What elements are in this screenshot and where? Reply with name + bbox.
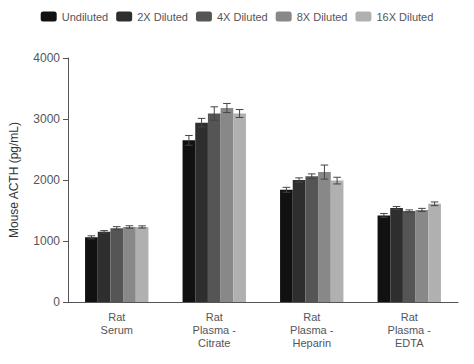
svg-text:8X Diluted: 8X Diluted [297,11,348,23]
svg-text:2000: 2000 [33,173,60,187]
svg-text:Mouse ACTH (pg/mL): Mouse ACTH (pg/mL) [7,122,21,238]
svg-text:Heparin: Heparin [292,337,331,349]
svg-text:EDTA: EDTA [395,337,424,349]
svg-text:Undiluted: Undiluted [62,11,108,23]
svg-text:Plasma -: Plasma - [388,324,432,336]
svg-text:0: 0 [53,295,60,309]
svg-text:Plasma -: Plasma - [290,324,334,336]
svg-text:Plasma -: Plasma - [193,324,237,336]
svg-text:Rat: Rat [303,311,320,323]
svg-text:Rat: Rat [108,311,125,323]
svg-text:2X Diluted: 2X Diluted [137,11,188,23]
svg-text:Rat: Rat [401,311,418,323]
svg-text:Serum: Serum [101,324,133,336]
svg-text:3000: 3000 [33,112,60,126]
svg-text:4000: 4000 [33,51,60,65]
svg-text:1000: 1000 [33,234,60,248]
svg-text:16X Diluted: 16X Diluted [376,11,433,23]
svg-text:4X Diluted: 4X Diluted [217,11,268,23]
svg-text:Citrate: Citrate [198,337,230,349]
svg-text:Rat: Rat [206,311,223,323]
